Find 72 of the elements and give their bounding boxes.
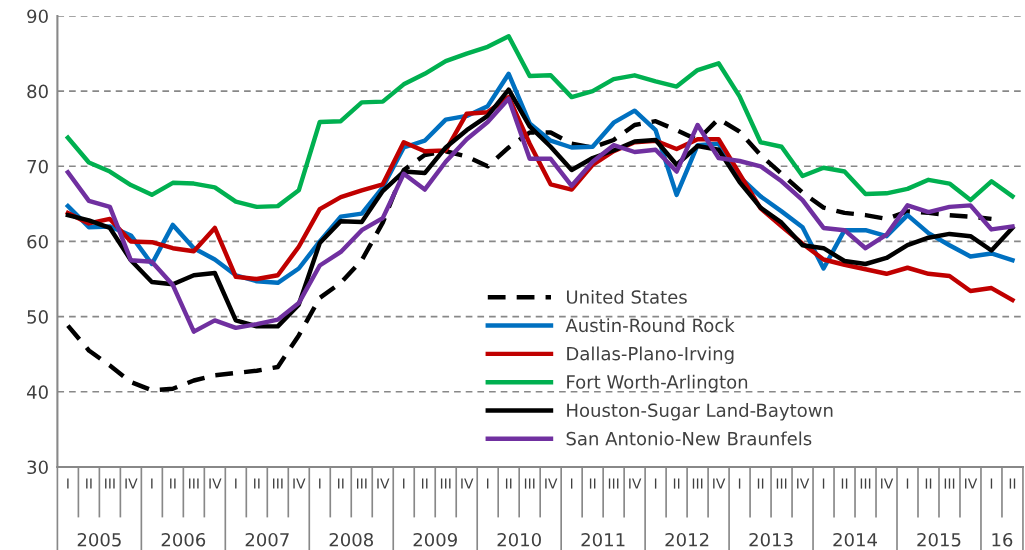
x-tick-label: IV xyxy=(377,478,390,489)
y-tick-label: 70 xyxy=(27,159,48,174)
text: 2005 xyxy=(77,532,121,547)
x-tick-label: I xyxy=(487,478,489,489)
x-tick-label: II xyxy=(673,478,680,489)
legend-label: Houston-Sugar Land-Baytown xyxy=(567,403,833,421)
x-tick-label: II xyxy=(1009,478,1016,489)
x-tick-label: I xyxy=(319,478,321,489)
x-tick-label: II xyxy=(421,478,428,489)
text: 2015 xyxy=(917,532,961,547)
text: 2010 xyxy=(497,532,541,547)
x-tick-label: II xyxy=(925,478,932,489)
x-tick-label: II xyxy=(338,478,344,489)
x-tick-label: IV xyxy=(209,478,222,489)
y-tick-label: 80 xyxy=(27,84,48,99)
x-tick-label: I xyxy=(570,478,573,489)
x-tick-label: IV xyxy=(125,478,138,489)
x-tick-label: IV xyxy=(965,478,978,489)
x-tick-label: I xyxy=(403,478,405,489)
x-tick-label: III xyxy=(273,478,283,489)
text: 2007 xyxy=(245,532,289,547)
legend-label: Dallas-Plano-Irving xyxy=(567,346,734,364)
y-tick-label: 50 xyxy=(27,310,48,324)
text: 16 xyxy=(992,532,1013,547)
y-tick-label: 60 xyxy=(27,234,48,249)
x-tick-label: IV xyxy=(797,478,810,489)
x-tick-label: I xyxy=(906,478,909,489)
x-tick-label: III xyxy=(105,478,115,489)
x-tick-label: IV xyxy=(461,478,474,489)
x-tick-label: I xyxy=(654,478,657,489)
x-tick-label: IV xyxy=(713,478,726,489)
x-tick-label: I xyxy=(738,478,741,489)
y-tick-label: 90 xyxy=(27,9,48,24)
x-tick-label: IV xyxy=(881,478,894,489)
x-tick-label: IV xyxy=(293,478,306,489)
x-tick-label: III xyxy=(189,478,199,489)
y-tick-label: 40 xyxy=(26,385,48,399)
x-tick-label: I xyxy=(235,478,237,489)
x-tick-label: II xyxy=(254,478,260,489)
x-tick-label: III xyxy=(776,478,787,489)
x-tick-label: III xyxy=(944,478,955,489)
y-tick-label: 30 xyxy=(27,460,48,475)
text: 2012 xyxy=(665,532,709,547)
legend-label: United States xyxy=(567,289,687,304)
x-tick-label: I xyxy=(822,478,825,489)
x-tick-label: III xyxy=(608,478,619,489)
x-tick-label: II xyxy=(86,478,92,489)
x-tick-label: II xyxy=(170,478,176,489)
legend-label: San Antonio-New Braunfels xyxy=(566,431,812,446)
x-tick-label: III xyxy=(860,478,871,489)
x-tick-label: III xyxy=(692,478,703,489)
line-series xyxy=(65,34,1015,210)
text: 2011 xyxy=(581,532,625,547)
x-tick-label: II xyxy=(757,478,764,489)
x-tick-label: I xyxy=(990,478,993,489)
legend-label: Fort Worth-Arlington xyxy=(567,374,748,393)
x-tick-label: III xyxy=(356,478,367,489)
text: 2006 xyxy=(161,532,206,547)
x-tick-label: II xyxy=(841,478,848,489)
x-tick-label: III xyxy=(524,478,535,489)
x-tick-label: IV xyxy=(629,478,642,489)
x-tick-label: I xyxy=(67,478,69,489)
legend-label: Austin-Round Rock xyxy=(565,318,735,333)
text: 2009 xyxy=(413,532,457,547)
x-tick-label: II xyxy=(505,478,512,489)
text: 2013 xyxy=(749,532,793,547)
x-tick-label: II xyxy=(589,478,596,489)
x-tick-label: IV xyxy=(545,478,558,489)
x-tick-label: III xyxy=(440,478,451,489)
x-tick-label: I xyxy=(151,478,153,489)
text: 2008 xyxy=(329,532,373,547)
text: 2014 xyxy=(833,532,877,547)
